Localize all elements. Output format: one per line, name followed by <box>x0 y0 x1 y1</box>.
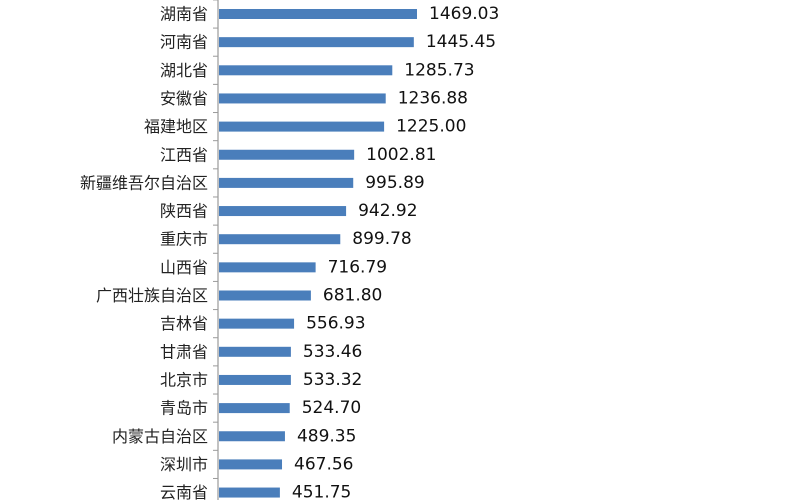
category-label: 广西壮族自治区 <box>96 286 208 305</box>
category-label: 吉林省 <box>160 314 208 333</box>
value-label: 533.46 <box>303 342 362 362</box>
value-label: 1002.81 <box>366 145 436 165</box>
bar <box>219 121 385 132</box>
category-label: 云南省 <box>160 483 208 500</box>
bar <box>219 403 290 414</box>
value-label: 995.89 <box>365 173 424 193</box>
value-label: 451.75 <box>292 483 351 500</box>
bar <box>219 318 295 329</box>
value-label: 716.79 <box>328 257 387 277</box>
value-label: 942.92 <box>358 201 417 221</box>
category-label: 湖南省 <box>160 5 208 24</box>
bar <box>219 346 291 357</box>
bar <box>219 65 393 76</box>
bar <box>219 9 417 19</box>
category-label: 深圳市 <box>160 455 208 474</box>
category-label: 湖北省 <box>160 61 208 80</box>
bar <box>219 177 354 188</box>
bar <box>219 37 414 48</box>
value-label: 524.70 <box>302 398 361 418</box>
value-label: 556.93 <box>306 314 365 334</box>
value-label: 1285.73 <box>404 60 474 80</box>
value-label: 467.56 <box>294 454 353 474</box>
category-label: 福建地区 <box>144 117 208 136</box>
category-label: 重庆市 <box>160 230 208 249</box>
bar <box>219 206 347 217</box>
value-label: 899.78 <box>352 229 411 249</box>
bar <box>219 234 341 245</box>
bar <box>219 374 291 385</box>
bar <box>219 149 355 160</box>
value-label: 1445.45 <box>426 32 496 52</box>
value-label: 681.80 <box>323 286 382 306</box>
value-label: 1469.03 <box>429 4 499 24</box>
category-label: 山西省 <box>160 258 208 277</box>
bar <box>219 431 285 442</box>
category-label: 安徽省 <box>160 89 208 108</box>
bar <box>219 487 280 498</box>
bar <box>219 262 316 273</box>
bar <box>219 290 311 301</box>
category-label: 内蒙古自治区 <box>112 427 208 446</box>
category-label: 青岛市 <box>160 399 208 418</box>
bar <box>219 459 283 470</box>
bar <box>219 93 386 104</box>
category-label: 甘肃省 <box>160 342 208 361</box>
value-label: 489.35 <box>297 426 356 446</box>
value-label: 1225.00 <box>396 117 466 137</box>
category-label: 河南省 <box>160 33 208 52</box>
value-label: 533.32 <box>303 370 362 390</box>
category-label: 陕西省 <box>160 202 208 221</box>
category-label: 新疆维吾尔自治区 <box>80 173 208 192</box>
value-label: 1236.88 <box>398 88 468 108</box>
category-label: 江西省 <box>160 145 208 164</box>
category-label: 北京市 <box>160 370 208 389</box>
